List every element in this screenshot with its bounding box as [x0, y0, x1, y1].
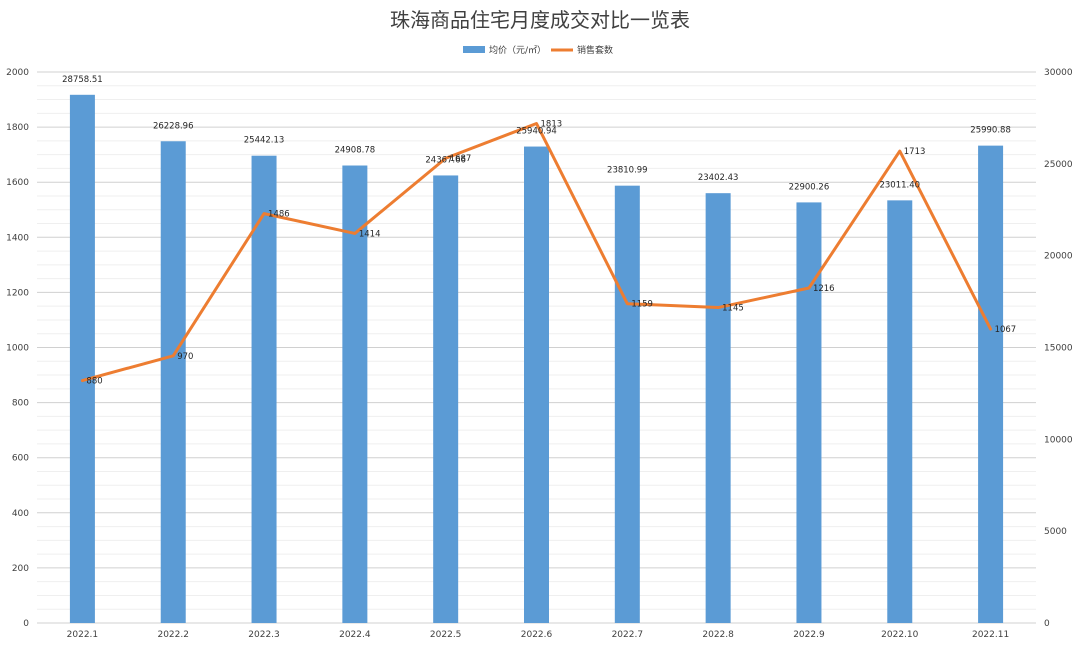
- bar: [887, 200, 913, 623]
- bar-data-label: 23810.99: [607, 166, 648, 176]
- left-tick-label: 1200: [6, 288, 29, 298]
- line-data-label: 1486: [268, 210, 290, 220]
- bar-data-label: 28758.51: [62, 75, 103, 85]
- x-tick-label: 2022.6: [521, 630, 553, 640]
- x-tick-label: 2022.5: [430, 630, 462, 640]
- x-tick-label: 2022.4: [339, 630, 371, 640]
- line-data-label: 1813: [541, 120, 563, 130]
- x-tick-label: 2022.1: [67, 630, 99, 640]
- right-tick-label: 5000: [1044, 527, 1067, 537]
- bar: [614, 185, 640, 623]
- bar-data-label: 25940.94: [516, 127, 557, 137]
- right-tick-label: 20000: [1044, 252, 1073, 262]
- bar: [251, 155, 277, 623]
- sales-line: [80, 122, 993, 383]
- line-series: [80, 122, 993, 383]
- legend-bar-swatch: [463, 46, 485, 53]
- left-tick-label: 1000: [6, 344, 29, 354]
- bar: [342, 165, 368, 624]
- x-tick-label: 2022.2: [157, 630, 189, 640]
- right-axis: 0 5000 10000 15000 20000 25000 30000: [1044, 68, 1073, 629]
- bar-data-label: 24367.66: [425, 155, 466, 165]
- line-data-label: 1145: [722, 304, 744, 314]
- bar-data-labels: 28758.51 26228.96 25442.13 24908.78 24367.66…: [62, 75, 1011, 193]
- bar: [796, 202, 822, 623]
- left-tick-label: 1600: [6, 178, 29, 188]
- bar-data-label: 25442.13: [244, 136, 285, 146]
- chart-title: 珠海商品住宅月度成交对比一览表: [390, 8, 690, 32]
- right-tick-label: 0: [1044, 619, 1050, 629]
- x-tick-label: 2022.9: [793, 630, 825, 640]
- line-data-label: 1067: [995, 325, 1017, 335]
- line-data-labels: 880 970 1486 1414 1687 1813 1159 1145 1216 1713 10…: [86, 120, 1016, 387]
- x-tick-label: 2022.10: [881, 630, 918, 640]
- bar-data-label: 23011.40: [879, 180, 920, 190]
- x-tick-label: 2022.8: [702, 630, 734, 640]
- left-tick-label: 800: [12, 399, 29, 409]
- left-tick-label: 1800: [6, 123, 29, 133]
- bar: [705, 193, 731, 624]
- line-data-label: 1414: [359, 229, 381, 239]
- bar-data-label: 26228.96: [153, 121, 194, 131]
- legend-bar-label: 均价（元/㎡）: [489, 44, 546, 56]
- left-tick-label: 600: [12, 454, 29, 464]
- right-tick-label: 15000: [1044, 344, 1073, 354]
- left-tick-label: 0: [23, 619, 29, 629]
- line-data-label: 970: [177, 352, 193, 362]
- bar-series: [69, 94, 1004, 624]
- bar: [69, 94, 95, 624]
- line-data-label: 1159: [631, 300, 653, 310]
- bar: [524, 146, 549, 624]
- bar: [160, 141, 186, 624]
- x-tick-label: 2022.7: [612, 630, 644, 640]
- bar-data-label: 24908.78: [335, 146, 376, 156]
- legend-line-label: 销售套数: [577, 44, 613, 56]
- left-axis: 0 200 400 600 800 1000 1200 1400 1600 1800 2000: [6, 68, 29, 629]
- bar: [433, 175, 459, 623]
- legend: 均价（元/㎡） 销售套数: [463, 44, 613, 56]
- line-data-label: 1713: [904, 147, 926, 157]
- line-data-label: 1687: [450, 154, 472, 164]
- bar-data-label: 25990.88: [970, 126, 1011, 136]
- bar-data-label: 22900.26: [789, 182, 830, 192]
- bar: [978, 145, 1004, 624]
- x-tick-label: 2022.11: [972, 630, 1009, 640]
- left-tick-label: 1400: [6, 233, 29, 243]
- line-data-label: 880: [86, 377, 102, 387]
- x-axis: 2022.1 2022.2 2022.3 2022.4 2022.5 2022.6 2022…: [67, 630, 1010, 640]
- bar-data-label: 23402.43: [698, 173, 739, 183]
- left-tick-label: 2000: [6, 68, 29, 78]
- right-tick-label: 30000: [1044, 68, 1073, 78]
- left-tick-label: 200: [12, 564, 29, 574]
- x-tick-label: 2022.3: [248, 630, 280, 640]
- right-tick-label: 10000: [1044, 435, 1073, 445]
- left-tick-label: 400: [12, 509, 29, 519]
- line-data-label: 1216: [813, 284, 835, 294]
- right-tick-label: 25000: [1044, 160, 1073, 170]
